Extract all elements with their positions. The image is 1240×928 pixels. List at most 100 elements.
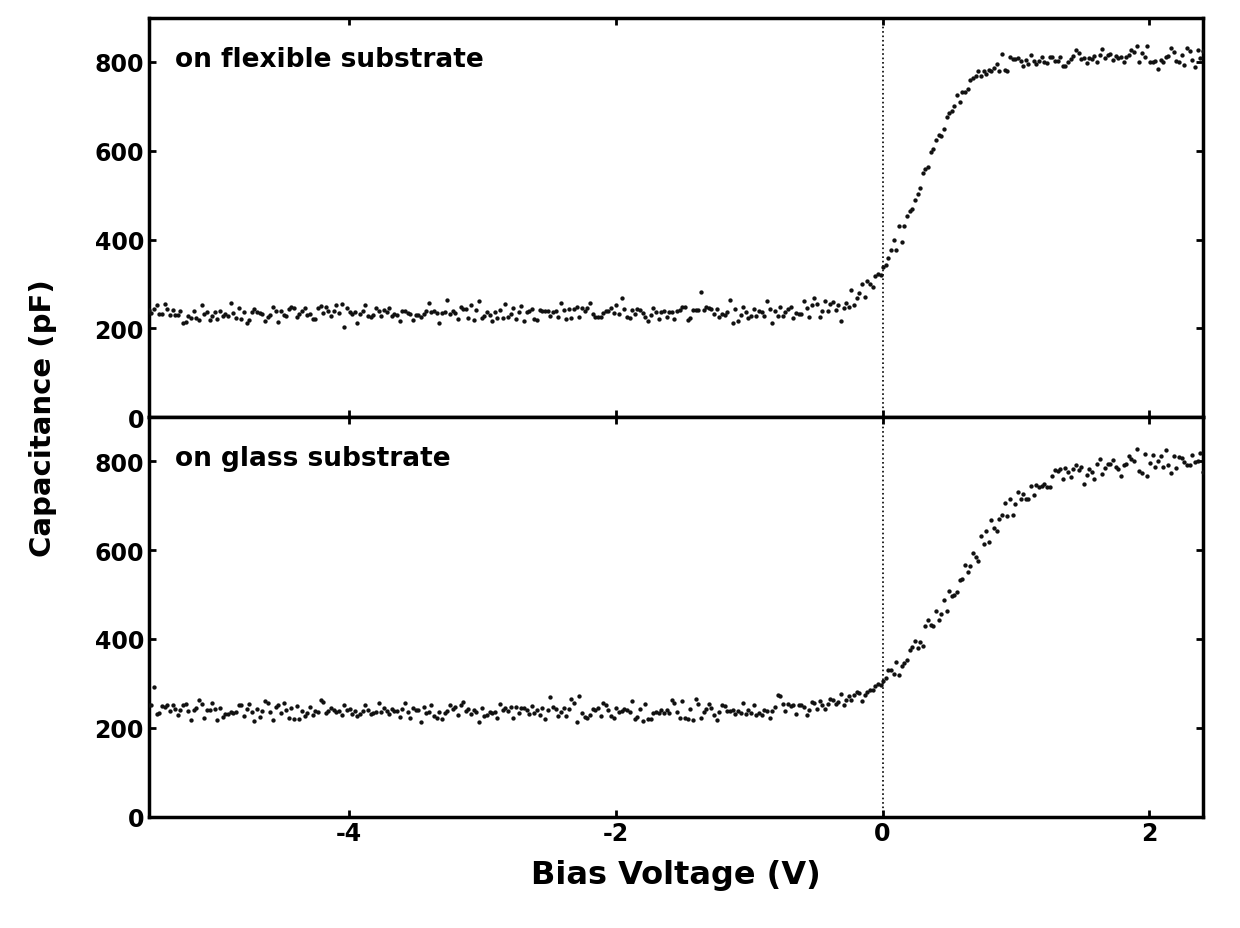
Point — [239, 697, 259, 712]
Point — [1135, 447, 1154, 462]
Point — [517, 702, 537, 717]
Point — [389, 314, 409, 329]
Point — [978, 63, 998, 78]
Point — [379, 706, 399, 721]
Point — [559, 702, 579, 717]
Point — [915, 162, 935, 177]
Point — [667, 704, 687, 719]
Point — [456, 302, 476, 316]
Point — [1055, 59, 1075, 74]
Point — [454, 695, 474, 710]
Point — [501, 308, 521, 323]
Point — [599, 304, 619, 319]
Point — [688, 303, 708, 318]
Point — [728, 703, 748, 718]
Point — [863, 280, 883, 295]
Point — [417, 706, 436, 721]
Point — [541, 310, 560, 325]
Point — [353, 304, 373, 319]
Point — [284, 301, 304, 316]
Point — [702, 701, 722, 715]
Point — [1146, 54, 1166, 69]
Point — [308, 302, 327, 316]
Point — [184, 702, 203, 717]
Point — [1043, 469, 1063, 483]
Point — [632, 714, 652, 728]
Point — [1039, 51, 1059, 66]
Point — [303, 312, 322, 327]
Point — [314, 695, 334, 710]
Point — [249, 306, 269, 321]
Point — [1193, 465, 1213, 480]
Point — [253, 307, 273, 322]
Point — [1164, 449, 1184, 464]
Point — [477, 708, 497, 723]
Point — [237, 702, 257, 716]
Point — [316, 706, 336, 721]
Point — [857, 685, 877, 700]
Point — [1111, 470, 1131, 484]
Point — [768, 309, 787, 324]
Point — [414, 307, 434, 322]
Point — [723, 703, 743, 718]
Point — [1013, 487, 1033, 502]
Point — [868, 267, 888, 282]
Point — [892, 659, 911, 674]
Point — [749, 304, 769, 319]
Point — [929, 612, 949, 627]
Point — [1177, 458, 1197, 473]
Point — [934, 593, 954, 608]
Point — [408, 703, 428, 718]
Point — [1109, 462, 1128, 477]
Point — [828, 298, 848, 313]
Point — [1013, 59, 1033, 74]
Point — [454, 302, 474, 316]
Point — [1153, 460, 1173, 475]
Point — [377, 703, 397, 718]
Point — [424, 709, 444, 724]
Point — [973, 536, 993, 551]
Point — [866, 678, 885, 693]
Point — [221, 296, 241, 311]
Point — [501, 700, 521, 715]
Point — [657, 702, 677, 717]
Point — [503, 302, 523, 316]
Point — [350, 307, 370, 322]
Point — [332, 298, 352, 313]
Point — [469, 715, 489, 729]
Point — [186, 701, 206, 715]
Point — [382, 702, 402, 716]
Point — [1156, 50, 1176, 65]
Point — [496, 298, 516, 313]
Point — [945, 587, 965, 602]
Point — [657, 311, 677, 326]
Point — [536, 712, 556, 727]
Point — [1039, 480, 1059, 495]
Point — [609, 705, 629, 720]
Point — [627, 710, 647, 725]
Point — [548, 310, 568, 325]
Point — [678, 314, 698, 329]
Point — [466, 705, 486, 720]
Point — [384, 704, 404, 719]
Point — [611, 291, 631, 306]
Point — [739, 312, 759, 327]
Point — [918, 161, 937, 175]
Point — [1071, 52, 1091, 67]
Point — [482, 705, 502, 720]
Point — [492, 702, 512, 717]
Point — [1053, 59, 1073, 74]
Point — [688, 697, 708, 712]
Point — [366, 301, 386, 316]
Point — [768, 689, 787, 703]
Point — [905, 193, 925, 208]
Point — [730, 308, 750, 323]
Point — [611, 704, 631, 719]
Point — [662, 693, 682, 708]
Point — [522, 699, 542, 714]
Point — [636, 311, 656, 326]
Point — [139, 698, 159, 713]
Point — [529, 708, 549, 723]
Point — [987, 524, 1007, 539]
Point — [985, 522, 1004, 536]
